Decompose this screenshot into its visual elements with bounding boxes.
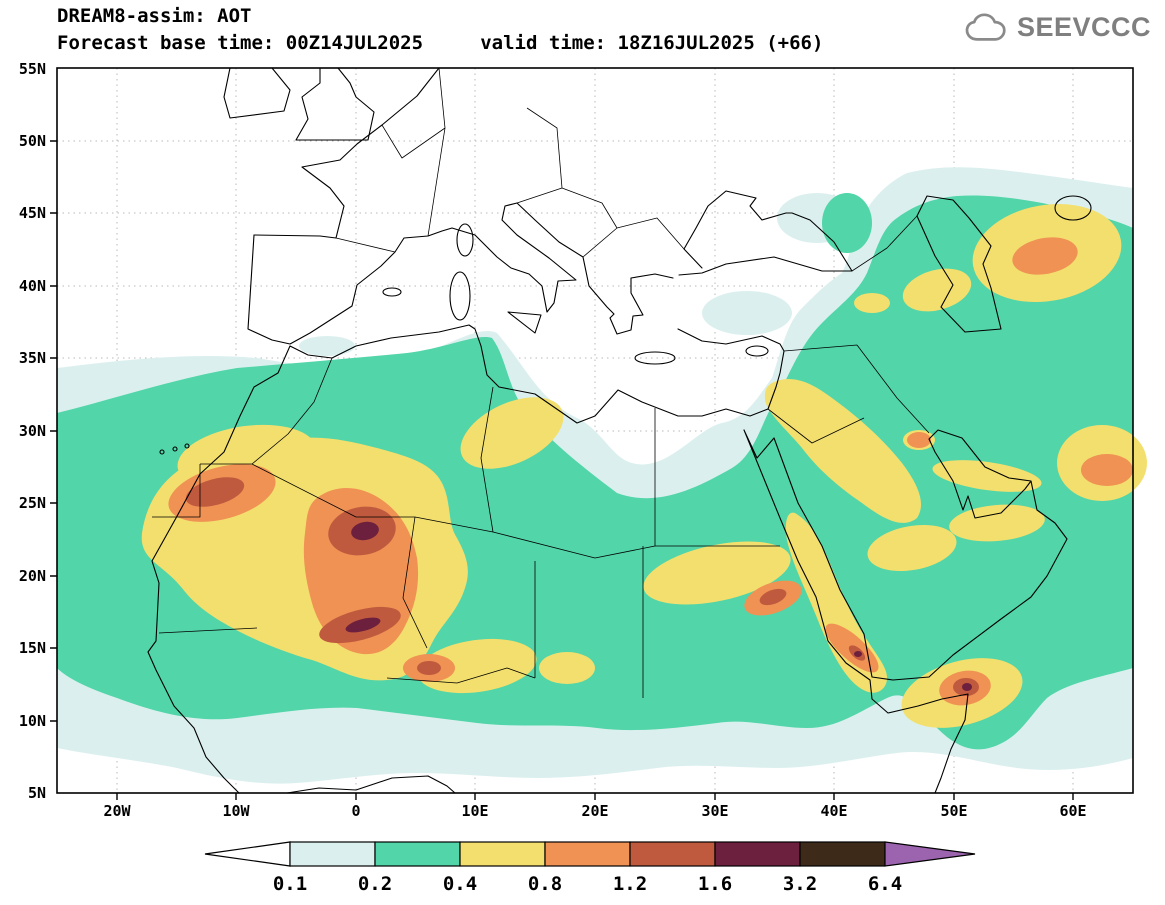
colorbar-segment-1p2-1p6 <box>629 841 716 867</box>
colorbar-segment-0p8-1p2 <box>544 841 631 867</box>
colorbar-label-0p4: 0.4 <box>443 873 477 895</box>
lon-label-10e: 10E <box>461 802 488 820</box>
colorbar-segment-0p1-0p2 <box>289 841 376 867</box>
chart-subtitle: Forecast base time: 00Z14JUL2025 valid t… <box>57 32 824 54</box>
colorbar-segment-1p6-3p2 <box>714 841 801 867</box>
country-borders <box>152 67 930 698</box>
colorbar-label-1p6: 1.6 <box>698 873 732 895</box>
colorbar-right-arrow <box>884 841 976 867</box>
colorbar-segment-3p2-6p4 <box>799 841 886 867</box>
colorbar-left-arrow <box>204 841 291 867</box>
cloud-logo-icon <box>965 12 1006 41</box>
lon-label-20e: 20E <box>581 802 608 820</box>
colorbar-label-0p2: 0.2 <box>358 873 392 895</box>
colorbar-label-0p1: 0.1 <box>273 873 307 895</box>
chart-title: DREAM8-assim: AOT <box>57 5 252 27</box>
coastlines <box>147 67 1092 794</box>
lat-label-25n: 25N <box>19 494 46 512</box>
aot-region-1p6-3p2 <box>345 521 972 691</box>
lon-label-50e: 50E <box>940 802 967 820</box>
lat-label-50n: 50N <box>19 132 46 150</box>
lat-label-20n: 20N <box>19 567 46 585</box>
lon-label-10w: 10W <box>222 802 250 820</box>
lon-label-60e: 60E <box>1059 802 1086 820</box>
colorbar-label-0p8: 0.8 <box>528 873 562 895</box>
lon-label-30e: 30E <box>701 802 728 820</box>
seevccc-logo: SEEVCCC <box>964 12 1151 43</box>
lat-label-5n: 5N <box>28 784 46 802</box>
lon-label-0: 0 <box>351 802 360 820</box>
colorbar-segment-0p2-0p4 <box>374 841 461 867</box>
map-plot-area: 55N 50N 45N 40N 35N 30N 25N 20N 15N 10N … <box>19 60 1147 820</box>
lat-label-15n: 15N <box>19 639 46 657</box>
axis-ticks <box>50 140 1074 800</box>
colorbar: 0.1 0.2 0.4 0.8 1.2 1.6 3.2 6.4 <box>204 841 976 895</box>
colorbar-label-6p4: 6.4 <box>868 873 902 895</box>
colorbar-label-3p2: 3.2 <box>783 873 817 895</box>
logo-text: SEEVCCC <box>1016 12 1151 42</box>
lat-label-10n: 10N <box>19 712 46 730</box>
lat-label-55n: 55N <box>19 60 46 78</box>
lat-label-35n: 35N <box>19 349 46 367</box>
colorbar-segment-0p4-0p8 <box>459 841 546 867</box>
lat-label-45n: 45N <box>19 204 46 222</box>
lon-label-20w: 20W <box>103 802 131 820</box>
colorbar-label-1p2: 1.2 <box>613 873 647 895</box>
lon-label-40e: 40E <box>820 802 847 820</box>
lat-label-40n: 40N <box>19 277 46 295</box>
lat-label-30n: 30N <box>19 422 46 440</box>
